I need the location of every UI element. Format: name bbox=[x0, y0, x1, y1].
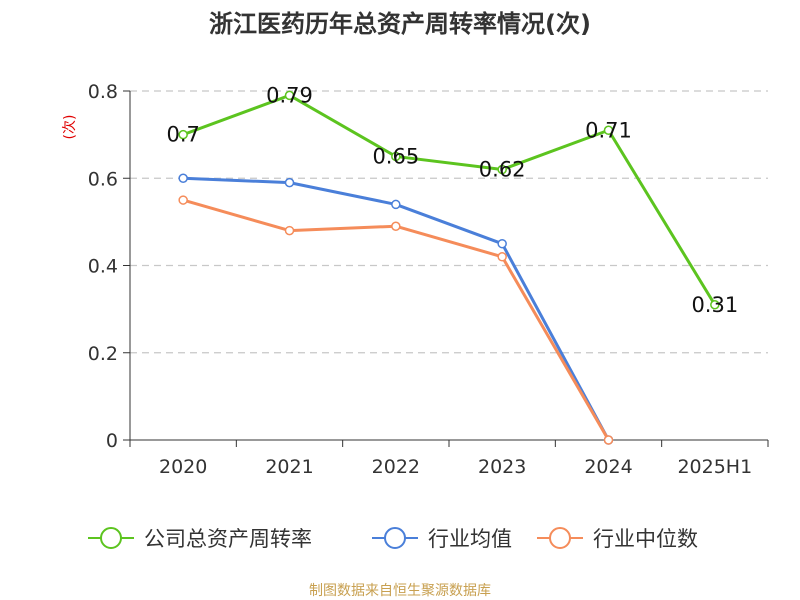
data-point bbox=[178, 173, 188, 183]
data-label: 0.71 bbox=[585, 118, 632, 142]
data-point bbox=[603, 125, 614, 136]
x-tick-label: 2020 bbox=[159, 456, 207, 478]
legend-label: 行业均值 bbox=[428, 527, 512, 551]
data-point bbox=[178, 129, 188, 140]
data-point bbox=[497, 238, 507, 249]
y-tick-label: 0.4 bbox=[88, 256, 118, 278]
data-point bbox=[497, 164, 507, 175]
data-point bbox=[710, 300, 720, 310]
x-tick-label: 2022 bbox=[372, 456, 420, 478]
data-label: 0.79 bbox=[266, 83, 313, 107]
data-label: 0.62 bbox=[479, 158, 526, 182]
data-point bbox=[284, 90, 295, 101]
y-tick-label: 0.8 bbox=[88, 81, 118, 103]
chart-title: 浙江医药历年总资产周转率情况(次) bbox=[209, 10, 591, 38]
x-tick-label: 2024 bbox=[584, 456, 632, 478]
series-0 bbox=[178, 90, 720, 310]
data-point bbox=[284, 177, 295, 188]
legend-item-0: 公司总资产周转率 bbox=[88, 527, 312, 551]
y-axis-label: (次) bbox=[62, 115, 78, 140]
data-point bbox=[391, 151, 401, 162]
series-1 bbox=[178, 173, 614, 445]
legend-item-1: 行业均值 bbox=[372, 527, 512, 551]
y-tick-label: 0.6 bbox=[88, 168, 118, 190]
y-tick-label: 0 bbox=[106, 430, 118, 452]
series-line bbox=[182, 93, 717, 306]
axes: 0 0.2 0.4 0.6 0.8 2020 2021 2022 2023 2024 2025H1 bbox=[88, 81, 769, 478]
data-point bbox=[497, 252, 507, 262]
data-label: 0.7 bbox=[166, 123, 199, 147]
legend-item-2: 行业中位数 bbox=[537, 527, 698, 551]
grid-lines bbox=[130, 90, 768, 354]
legend-swatch-marker bbox=[100, 527, 122, 549]
data-label: 0.65 bbox=[372, 144, 419, 168]
legend: 公司总资产周转率 行业均值 行业中位数 bbox=[88, 527, 698, 551]
legend-swatch-marker bbox=[549, 527, 571, 549]
data-labels: 0.7 0.79 0.65 0.62 0.71 0.31 bbox=[166, 83, 738, 316]
data-label: 0.31 bbox=[691, 293, 738, 317]
data-point bbox=[284, 225, 295, 236]
data-point bbox=[391, 221, 401, 231]
y-tick-label: 0.2 bbox=[88, 343, 118, 365]
series-2 bbox=[178, 195, 614, 445]
x-tick-label: 2021 bbox=[265, 456, 313, 478]
source-note: 制图数据来自恒生聚源数据库 bbox=[309, 583, 491, 599]
legend-swatch-marker bbox=[384, 527, 406, 549]
data-point bbox=[603, 435, 614, 445]
legend-label: 公司总资产周转率 bbox=[144, 527, 312, 551]
x-tick-label: 2023 bbox=[478, 456, 526, 478]
series-lines bbox=[178, 90, 720, 445]
x-tick-label: 2025H1 bbox=[677, 456, 752, 478]
data-point bbox=[178, 195, 188, 205]
data-point bbox=[391, 199, 401, 210]
legend-label: 行业中位数 bbox=[593, 527, 698, 551]
